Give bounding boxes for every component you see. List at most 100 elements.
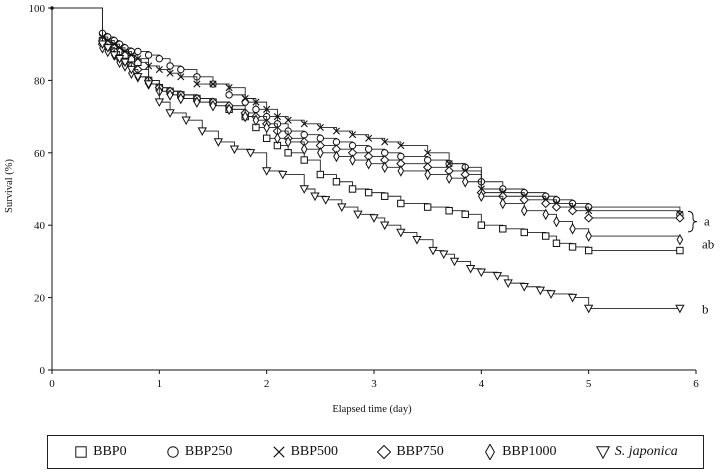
x-marker [209,80,217,88]
y-tick-label: 60 [34,148,46,160]
triangle-down-marker [299,185,309,194]
x-marker [332,127,341,135]
triangle-down-marker [181,116,191,126]
x-marker [145,62,153,70]
diamond-marker [675,213,685,223]
x-marker [241,94,249,103]
x-marker [225,84,233,92]
legend-marker-icon [485,444,496,460]
tall-diamond-marker [424,168,431,181]
circle-marker [241,98,249,106]
diamond-marker [377,444,392,460]
x-marker [365,134,373,142]
tall-diamond-marker [569,223,576,235]
x-tick-label: 6 [693,378,699,390]
legend-item: BBP250 [165,444,232,460]
triangle-down-marker [369,214,379,223]
tall-diamond-marker [333,150,340,163]
tall-diamond-marker [317,146,324,159]
circle-marker [134,47,142,56]
square-marker [584,246,593,255]
triangle-down-marker [261,167,272,176]
triangle-down-marker [278,170,288,180]
triangle-down-marker [465,264,476,274]
tall-diamond-marker [542,208,550,221]
triangle-down-marker [396,228,406,238]
x-marker [397,141,405,150]
square-marker [568,243,577,251]
circle-marker [167,446,179,458]
x-marker [166,69,174,77]
tall-diamond-marker [520,204,528,217]
square-marker [332,178,341,186]
x-marker [121,47,129,56]
legend-marker-icon [595,446,610,460]
tall-diamond-marker [365,157,372,170]
x-tick-label: 2 [264,378,270,390]
x-marker [273,446,285,458]
tall-diamond-marker [553,215,560,228]
square-marker [423,203,432,211]
triangle-down-marker [245,149,256,158]
triangle-down-marker [535,286,546,296]
tall-diamond-marker [209,99,217,112]
triangle-down-marker [213,138,224,147]
tall-diamond-marker [241,110,249,123]
diamond-marker [567,206,578,216]
square-marker [134,58,142,66]
diamond-marker [541,198,551,209]
triangle-down-marker [197,127,207,136]
triangle-down-marker [103,44,113,53]
triangle-down-marker [492,272,503,281]
triangle-down-marker [353,210,363,220]
x-marker [284,116,292,124]
triangle-down-marker [583,304,594,314]
square-marker [262,134,271,143]
triangle-down-marker [503,279,513,289]
tall-diamond-marker [252,114,260,127]
tall-diamond-marker [676,233,684,246]
series-layer [52,7,685,314]
tall-diamond-marker [485,444,496,460]
x-marker [155,65,163,74]
diamond-marker [519,195,529,205]
square-marker [520,228,528,237]
series-line [52,7,681,215]
circle-marker [364,145,373,153]
legend-label: BBP500 [290,444,339,459]
series-line [52,7,680,219]
y-axis-label: Survival (%) [4,159,15,213]
legend-label: BBP1000 [502,444,557,459]
tall-diamond-marker [397,165,405,177]
triangle-down-marker [380,221,390,231]
tall-diamond-marker [263,121,270,134]
triangle-down-marker [133,73,143,82]
x-marker [252,98,260,106]
tall-diamond-marker [177,92,185,105]
triangle-down-marker [476,268,487,278]
circle-marker [144,51,153,59]
triangle-down-marker [310,192,320,202]
diamond-marker [551,202,562,212]
x-marker [316,123,324,132]
series-bbp250 [52,7,684,219]
y-tick-label: 80 [34,75,46,87]
y-tick-label: 100 [29,3,46,15]
x-tick-label: 4 [479,378,485,390]
triangle-down-marker [546,290,556,299]
y-tick-label: 40 [34,220,46,232]
tall-diamond-marker [381,161,389,174]
square-marker [348,185,357,193]
circle-marker [423,156,432,164]
tall-diamond-marker [300,143,308,155]
triangle-down-marker [567,293,578,303]
triangle-down-marker [439,250,449,260]
square-marker [461,210,469,219]
circle-marker [381,149,389,157]
tall-diamond-marker [225,103,233,116]
circle-marker [166,62,174,70]
x-marker [127,51,136,59]
circle-marker [300,131,308,139]
chart-labels: Survival (%) Elapsed time (day) [4,159,412,415]
x-marker [110,40,118,48]
